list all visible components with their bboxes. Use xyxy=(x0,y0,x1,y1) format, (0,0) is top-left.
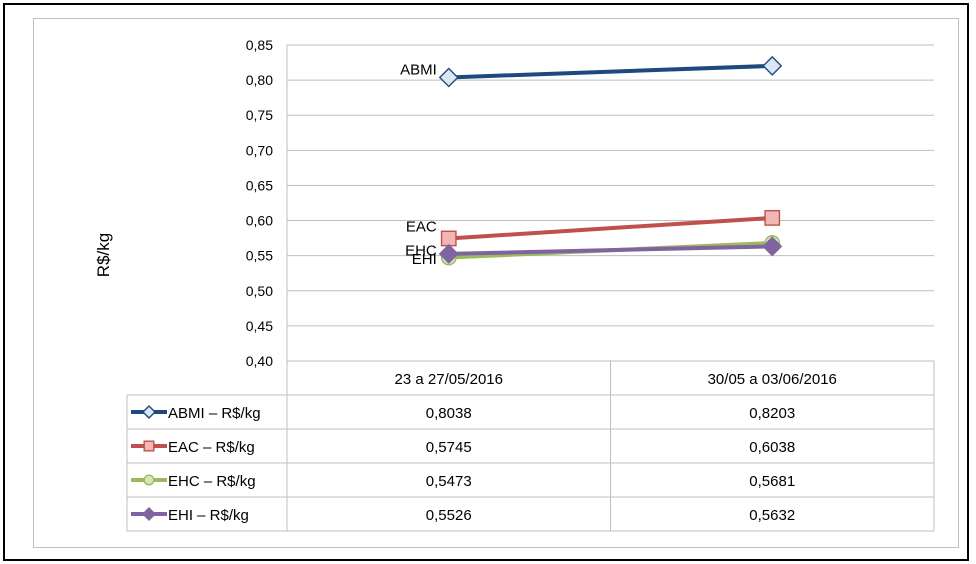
data-value-label: 0,5681 xyxy=(749,473,795,490)
legend-entry: ABMI – R$/kg xyxy=(168,405,261,422)
series-lines xyxy=(438,55,783,266)
data-table: 23 a 27/05/2016 30/05 a 03/06/2016 ABMI – … xyxy=(126,45,935,532)
data-value-label: 0,5526 xyxy=(426,507,472,524)
series-line xyxy=(446,63,775,80)
gridlines: 0,40 0,45 0,50 0,55 0,60 0,65 0,70 0,75 0,80 0,85 xyxy=(246,37,934,369)
y-tick-label: 0,75 xyxy=(246,107,273,123)
y-tick-label: 0,45 xyxy=(246,318,273,334)
y-tick-label: 0,70 xyxy=(246,142,273,158)
y-tick-label: 0,55 xyxy=(246,248,273,264)
y-tick-label: 0,65 xyxy=(246,177,273,193)
legend-entry: EHC – R$/kg xyxy=(168,473,256,490)
y-tick-label: 0,85 xyxy=(246,37,273,53)
legend-key-marker xyxy=(143,440,155,452)
series-label: EAC xyxy=(406,218,437,235)
data-value-label: 0,8203 xyxy=(749,405,795,422)
y-tick-label: 0,60 xyxy=(246,213,273,229)
data-point-marker xyxy=(762,55,783,76)
category-label: 30/05 a 03/06/2016 xyxy=(708,371,837,388)
data-value-label: 0,5632 xyxy=(749,507,795,524)
series-label: EHI xyxy=(412,251,437,268)
series-label: EHC xyxy=(405,243,437,260)
series-label: ABMI xyxy=(400,61,437,78)
series-line xyxy=(446,215,775,241)
legend-entry: EHI – R$/kg xyxy=(168,507,249,524)
category-label: 23 a 27/05/2016 xyxy=(395,371,503,388)
y-tick-label: 0,80 xyxy=(246,72,273,88)
legend-key-marker xyxy=(142,507,156,521)
chart-area xyxy=(33,18,959,548)
legend-key-marker xyxy=(143,474,155,486)
data-value-label: 0,8038 xyxy=(426,405,472,422)
data-point-marker xyxy=(438,67,459,88)
data-value-label: 0,6038 xyxy=(749,439,795,456)
legend-key-marker xyxy=(142,405,156,419)
y-tick-label: 0,50 xyxy=(246,283,273,299)
y-tick-label: 0,40 xyxy=(246,353,273,369)
data-point-marker xyxy=(764,209,781,226)
data-point-marker xyxy=(440,230,457,247)
data-point-marker xyxy=(762,236,783,257)
data-value-label: 0,5473 xyxy=(426,473,472,490)
data-value-label: 0,5745 xyxy=(426,439,472,456)
series-line xyxy=(446,244,775,256)
data-point-marker xyxy=(438,243,459,264)
legend-entry: EAC – R$/kg xyxy=(168,439,255,456)
